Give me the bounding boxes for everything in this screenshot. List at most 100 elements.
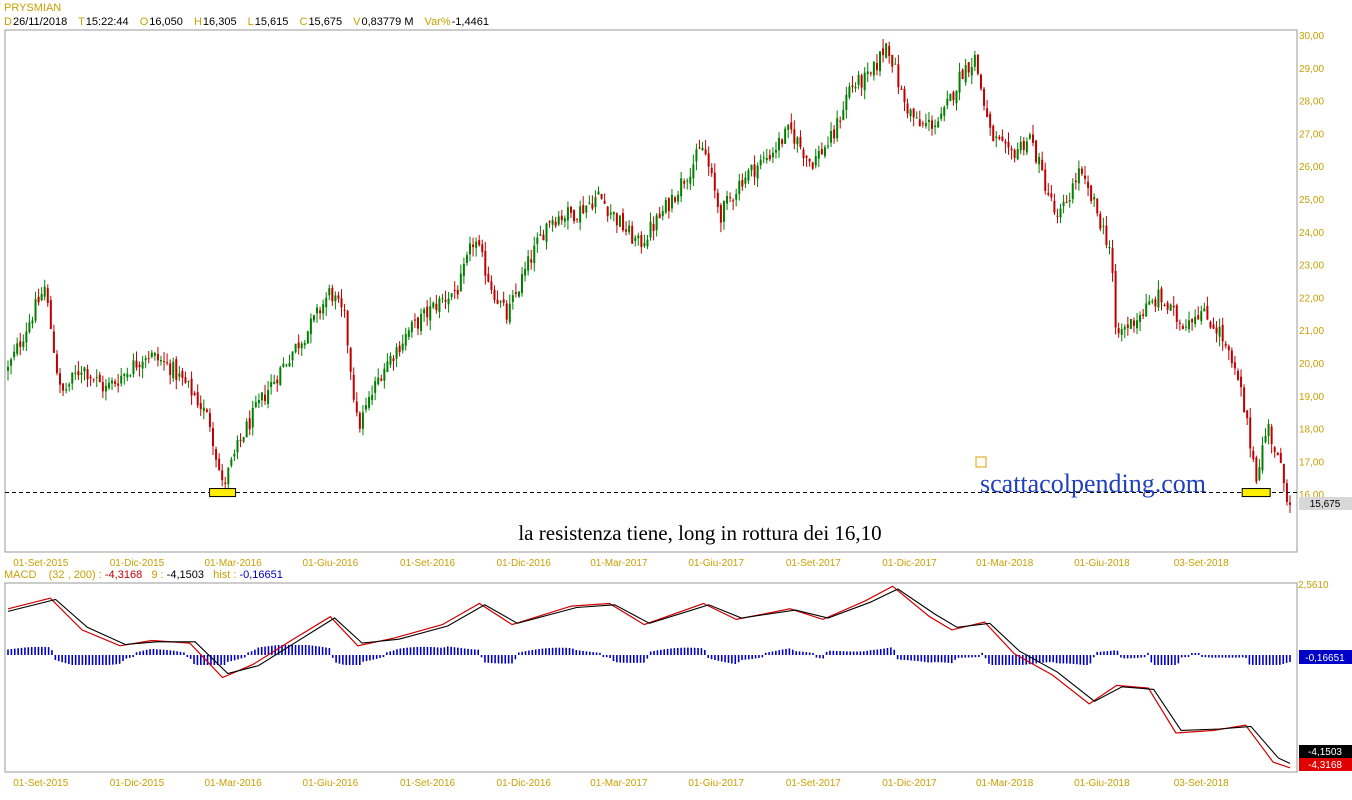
date-tick-label: 01-Giu-2017 <box>688 778 744 789</box>
histogram-bar <box>254 649 256 655</box>
price-tick-label: 27,00 <box>1299 129 1324 140</box>
candle-body <box>1117 328 1120 334</box>
ohlc-header: D26/11/2018 T15:22:44 O16,050 H16,305 L1… <box>4 16 497 28</box>
candle-body <box>833 129 836 139</box>
candle-body <box>1191 319 1194 323</box>
histogram-bar <box>572 648 574 655</box>
histogram-bar <box>1282 655 1285 664</box>
candle-body <box>239 440 242 442</box>
histogram-bar <box>524 651 527 655</box>
candle-body <box>1166 302 1169 310</box>
histogram-bar <box>497 655 500 664</box>
low-key: L <box>247 16 254 28</box>
candle-body <box>842 109 845 120</box>
histogram-bar <box>1150 655 1153 663</box>
candle-body <box>475 241 478 248</box>
candle-body <box>774 149 777 153</box>
candle-body <box>524 268 527 276</box>
date-tick-label: 01-Mar-2016 <box>204 778 262 789</box>
candle-body <box>566 207 569 221</box>
candle-body <box>771 152 774 158</box>
histogram-bar <box>409 647 412 655</box>
candle-body <box>1025 141 1028 153</box>
open-key: O <box>139 16 149 28</box>
histogram-bar <box>494 655 496 664</box>
candle-body <box>1224 343 1227 346</box>
date-tick-label: 01-Mar-2017 <box>590 778 648 789</box>
histogram-bar <box>622 655 625 663</box>
histogram-bar <box>169 650 172 655</box>
candle-body <box>1194 316 1197 324</box>
candle-body <box>759 159 762 166</box>
histogram-bar <box>528 650 530 655</box>
candle-body <box>1246 410 1249 419</box>
histogram-bar <box>802 651 804 655</box>
candle-body <box>983 88 986 106</box>
candle-body <box>469 243 472 255</box>
histogram-bar <box>589 651 591 655</box>
macd-params: (32 , 200) : <box>48 569 102 581</box>
histogram-bar <box>132 655 134 658</box>
candle-body <box>545 223 548 242</box>
histogram-bar <box>433 647 436 655</box>
candle-body <box>1028 134 1031 139</box>
histogram-bar <box>1133 655 1136 659</box>
candle-body <box>1243 387 1246 413</box>
candle-body <box>530 259 533 263</box>
histogram-bar <box>1167 655 1170 665</box>
candle-body <box>1013 149 1016 158</box>
candle-body <box>998 136 1001 139</box>
candle-body <box>355 401 358 413</box>
candle-body <box>1188 320 1191 330</box>
candle-body <box>147 358 150 360</box>
histogram-bar <box>237 655 239 660</box>
candle-body <box>432 302 435 308</box>
candle-body <box>10 359 13 366</box>
candle-body <box>891 54 894 67</box>
volume-key: V <box>353 16 361 28</box>
histogram-bar <box>139 651 141 655</box>
histogram-bar <box>220 655 222 665</box>
candle-body <box>141 361 144 369</box>
candle-body <box>178 373 181 377</box>
histogram-bar <box>71 655 74 665</box>
hist-header-value: -0,16651 <box>239 569 283 581</box>
candle-body <box>579 206 582 223</box>
candle-body <box>242 437 245 442</box>
histogram-bar <box>321 647 324 655</box>
histogram-bar <box>981 652 983 655</box>
candle-body <box>346 311 349 346</box>
candle-body <box>202 407 205 412</box>
histogram-bar <box>311 645 314 655</box>
histogram-bar <box>504 655 507 664</box>
candle-body <box>282 363 285 367</box>
histogram-bar <box>940 655 943 663</box>
candle-body <box>319 310 322 314</box>
price-tick-label: 22,00 <box>1299 293 1324 304</box>
candle-body <box>707 153 710 167</box>
candle-body <box>368 397 371 408</box>
candle-body <box>340 298 343 308</box>
candle-body <box>22 341 25 348</box>
histogram-bar <box>822 655 825 659</box>
histogram-bar <box>457 647 459 655</box>
histogram-bar <box>1235 655 1237 658</box>
histogram-bar <box>484 655 486 663</box>
time-value: 15:22:44 <box>85 16 129 28</box>
date-tick-label: 01-Dic-2016 <box>497 558 552 569</box>
histogram-bar <box>440 647 442 655</box>
histogram-bar <box>98 655 101 665</box>
histogram-bar <box>342 655 344 665</box>
histogram-bar <box>632 655 635 663</box>
candle-body <box>1031 134 1034 143</box>
candle-body <box>778 138 781 151</box>
histogram-bar <box>707 655 709 658</box>
histogram-bar <box>331 655 334 658</box>
candle-body <box>640 234 643 248</box>
histogram-bar <box>737 655 740 663</box>
date-tick-label: 01-Set-2016 <box>400 778 455 789</box>
histogram-bar <box>122 655 124 662</box>
candle-body <box>606 206 609 217</box>
candle-body <box>915 117 918 119</box>
candle-body <box>218 458 221 470</box>
